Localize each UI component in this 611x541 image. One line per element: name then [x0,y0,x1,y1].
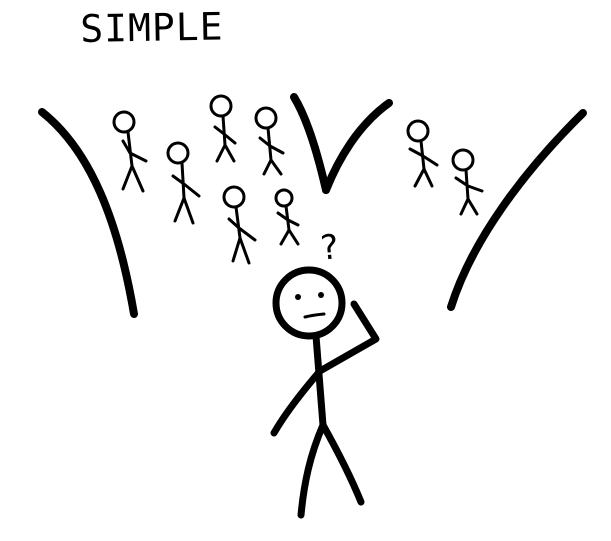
crowd-figure-1 [112,110,148,193]
main-figure-right-leg [319,421,365,506]
crowd-figure-6 [274,188,300,246]
main-figure-body [312,332,327,429]
crowd-figure-7 [406,119,439,188]
mouth [303,312,326,319]
main-figure-left-arm [270,367,324,437]
left-curve-line [38,108,138,318]
main-figure-right-arm [316,300,380,375]
main-figure-left-leg [297,421,327,519]
crowd-figure-3 [209,94,237,163]
crowd-figure-4 [254,106,285,176]
left-eye [295,294,301,300]
main-figure [270,266,380,519]
main-figure-head [272,266,346,340]
crowd-figure-8 [451,148,484,216]
middle-curve-left [290,93,330,194]
crowd-figure-2 [166,141,201,225]
crowd-figure-5 [222,185,257,265]
middle-curve-right [322,99,393,194]
right-eye [318,292,324,298]
right-curve-line [447,109,587,311]
